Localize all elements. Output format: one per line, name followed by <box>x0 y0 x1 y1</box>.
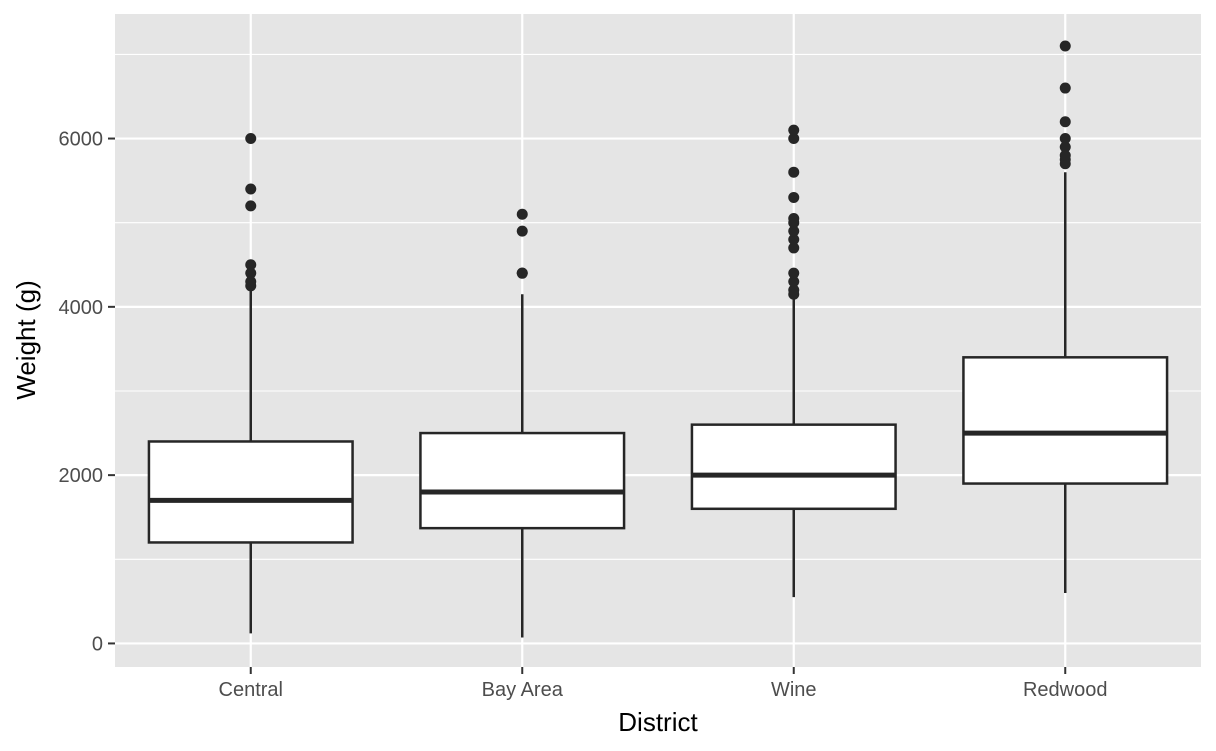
iqr-box <box>147 440 354 544</box>
box-central <box>147 133 354 634</box>
outlier-point <box>245 276 257 288</box>
outlier-point <box>788 212 800 224</box>
y-tick-label: 4000 <box>59 297 104 319</box>
outlier-point <box>788 225 800 237</box>
y-tick-label: 2000 <box>59 465 104 487</box>
outlier-point <box>1059 82 1071 94</box>
x-tick-label: Wine <box>771 679 817 701</box>
y-axis-title: Weight (g) <box>11 280 41 399</box>
outlier-point <box>788 242 800 254</box>
iqr-box <box>419 431 626 530</box>
iqr-box <box>962 356 1169 485</box>
y-tick-label: 6000 <box>59 129 104 151</box>
outlier-point <box>516 225 528 237</box>
iqr-box <box>690 423 897 511</box>
plot-panel <box>115 14 1201 667</box>
outlier-point <box>245 183 257 195</box>
x-axis: Central Bay Area Wine Redwood <box>219 667 1108 701</box>
outlier-point <box>788 191 800 203</box>
outlier-point <box>788 276 800 288</box>
outlier-point <box>788 267 800 279</box>
box-wine <box>690 124 897 598</box>
outlier-point <box>1059 141 1071 153</box>
outlier-point <box>516 267 528 279</box>
y-axis: 0 2000 4000 6000 <box>59 129 115 655</box>
x-tick-label: Redwood <box>1023 679 1108 701</box>
y-tick-label: 0 <box>92 633 103 655</box>
outlier-point <box>245 267 257 279</box>
outlier-point <box>1059 149 1071 161</box>
box-redwood <box>962 40 1169 593</box>
outlier-point <box>245 259 257 271</box>
outlier-point <box>788 284 800 296</box>
outlier-point <box>1059 40 1071 52</box>
outlier-point <box>788 124 800 136</box>
box-bay-area <box>419 208 626 638</box>
outlier-point <box>788 234 800 246</box>
outlier-point <box>245 200 257 212</box>
outlier-point <box>788 133 800 145</box>
x-tick-label: Bay Area <box>482 679 564 701</box>
outlier-point <box>1059 133 1071 145</box>
outlier-point <box>245 133 257 145</box>
outlier-point <box>516 208 528 220</box>
x-axis-title: District <box>618 707 698 737</box>
outlier-point <box>788 166 800 178</box>
outlier-point <box>1059 116 1071 128</box>
box-series <box>147 40 1169 638</box>
x-tick-label: Central <box>219 679 283 701</box>
